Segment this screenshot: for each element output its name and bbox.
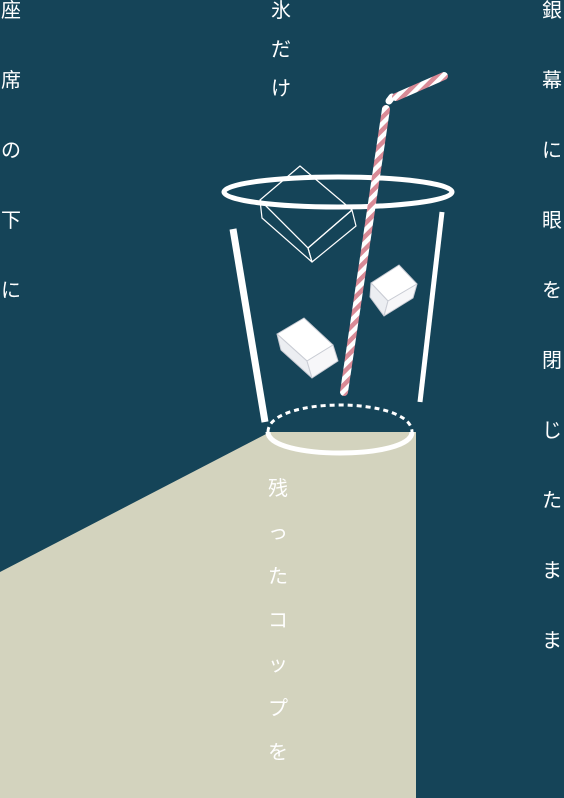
text-char: じ [542, 418, 562, 442]
straw-bend [385, 93, 396, 105]
text-char: だ [271, 37, 291, 61]
glass-right-wall [417, 211, 445, 403]
text-char: 氷 [271, 0, 291, 22]
left-text-column: 座 席 の 下 に [0, 0, 22, 300]
glass-base-front [265, 431, 415, 456]
light-beam [0, 432, 416, 798]
text-char: け [271, 76, 291, 100]
glass-rim [221, 174, 455, 210]
text-char: た [542, 488, 562, 512]
text-char: 席 [1, 68, 21, 92]
right-text-column: 銀 幕 に 眼 を 閉 じ た ま ま [540, 0, 564, 650]
ice-cube-right [369, 264, 418, 317]
bottom-text-column: 残 っ た コ ッ プ を [265, 478, 291, 762]
text-char: コ [268, 608, 288, 632]
text-char: 幕 [542, 68, 562, 92]
text-char: 眼 [542, 208, 562, 232]
glass-base-back [266, 403, 414, 433]
text-char: 下 [1, 208, 21, 232]
straw-long [340, 105, 390, 396]
text-char: ま [542, 558, 562, 582]
text-char: た [268, 564, 288, 588]
text-char: の [1, 138, 21, 162]
text-char: を [268, 740, 288, 764]
text-char: 座 [1, 0, 21, 22]
text-char: に [1, 278, 21, 302]
top-text-column: 氷 だ け [268, 0, 294, 98]
text-char: に [542, 138, 562, 162]
text-char: 閉 [542, 348, 562, 372]
text-char: ま [542, 628, 562, 652]
ice-cube-lower [276, 317, 339, 379]
text-char: を [542, 278, 562, 302]
straw-tip [392, 72, 448, 101]
text-char: プ [268, 696, 288, 720]
text-char: ッ [268, 652, 288, 676]
glass-left-wall [229, 228, 269, 423]
text-char: 残 [268, 476, 288, 500]
text-char: っ [268, 520, 288, 544]
text-char: 銀 [542, 0, 562, 22]
